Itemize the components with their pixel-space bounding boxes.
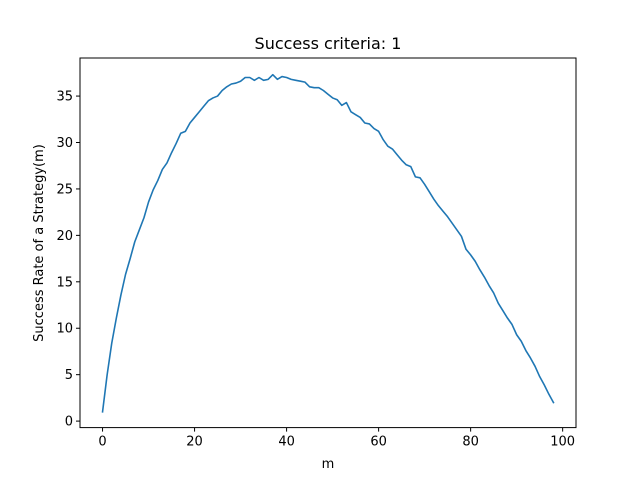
x-tick-label: 40 xyxy=(278,435,295,450)
x-tick-label: 20 xyxy=(186,435,203,450)
y-tick-label: 35 xyxy=(56,90,73,105)
x-tick-label: 80 xyxy=(462,435,479,450)
y-tick-label: 20 xyxy=(56,229,73,244)
y-tick-label: 15 xyxy=(56,275,73,290)
plot-area-frame xyxy=(79,57,577,429)
y-tick-label: 30 xyxy=(56,136,73,151)
y-axis: 0 5 10 15 20 25 30 35 xyxy=(56,90,80,430)
y-tick-label: 25 xyxy=(56,182,73,197)
y-tick-label: 10 xyxy=(56,322,73,337)
chart-title: Success criteria: 1 xyxy=(255,34,402,53)
x-tick-label: 100 xyxy=(550,435,575,450)
x-axis: 0 20 40 60 80 100 xyxy=(98,427,575,450)
y-axis-label: Success Rate of a Strategy(m) xyxy=(32,144,47,342)
series-line-0 xyxy=(101,73,555,413)
y-tick-label: 0 xyxy=(65,415,73,430)
x-axis-label: m xyxy=(322,457,335,472)
x-tick-label: 0 xyxy=(98,435,106,450)
x-tick-label: 60 xyxy=(370,435,387,450)
y-tick-label: 5 xyxy=(65,368,73,383)
